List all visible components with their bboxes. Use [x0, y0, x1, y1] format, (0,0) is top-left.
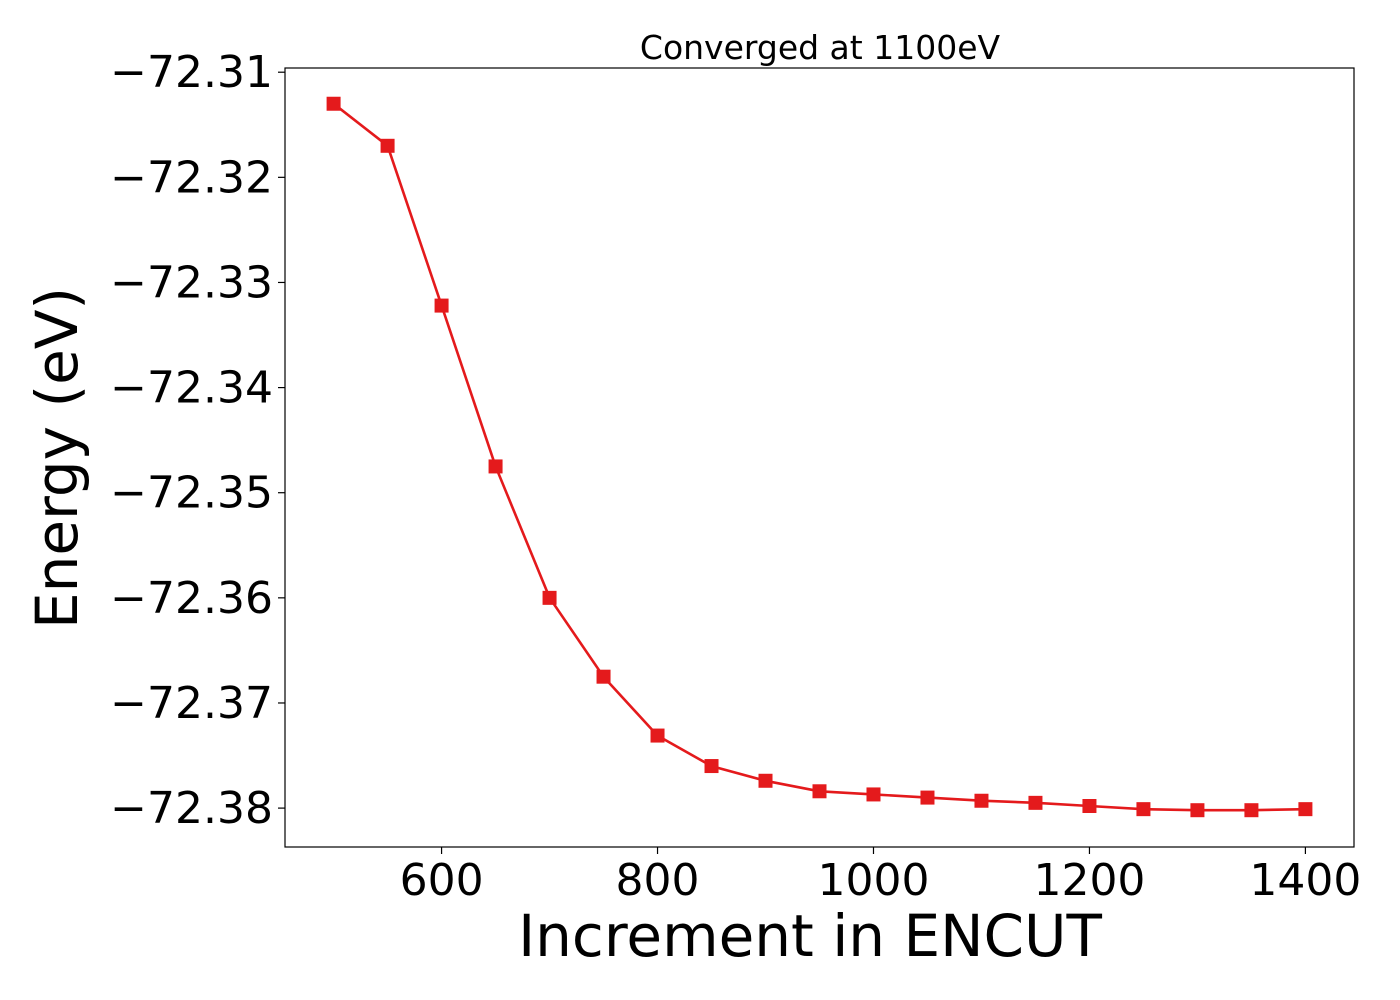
- data-point-marker: [812, 784, 827, 799]
- x-axis-ticks: 600 800 1000 1200 1400: [400, 847, 1361, 906]
- data-point-marker: [1244, 803, 1259, 818]
- y-tick-label: −72.38: [110, 783, 273, 834]
- data-point-marker: [704, 759, 719, 774]
- y-tick-label: −72.32: [110, 152, 273, 203]
- y-tick-label: −72.31: [110, 47, 273, 98]
- series-line: [332, 102, 1306, 812]
- plot-area-frame: [284, 67, 1355, 848]
- data-point-marker: [920, 790, 935, 805]
- x-tick-label: 800: [616, 855, 700, 906]
- data-point-marker: [1190, 803, 1205, 818]
- y-tick-label: −72.37: [110, 678, 273, 729]
- y-axis-ticks: −72.31 −72.32 −72.33 −72.34 −72.35 −72.36 −72.…: [110, 47, 285, 834]
- y-tick-label: −72.33: [110, 257, 273, 308]
- data-point-marker: [542, 590, 557, 605]
- data-point-marker: [326, 96, 341, 111]
- data-point-marker: [596, 669, 611, 684]
- x-tick-label: 1400: [1249, 855, 1361, 906]
- data-point-marker: [650, 728, 665, 743]
- data-point-marker: [434, 298, 449, 313]
- x-tick-label: 600: [400, 855, 484, 906]
- x-tick-label: 1200: [1033, 855, 1145, 906]
- data-point-marker: [1082, 799, 1097, 813]
- data-point-marker: [1298, 802, 1313, 817]
- y-tick-label: −72.35: [110, 468, 273, 519]
- y-tick-label: −72.36: [110, 573, 273, 624]
- data-point-marker: [974, 793, 989, 808]
- data-point-marker: [1028, 795, 1043, 810]
- series-layer: [326, 96, 1313, 818]
- data-point-marker: [380, 138, 395, 153]
- y-axis-title: Energy (eV): [23, 287, 91, 629]
- data-point-marker: [1136, 802, 1151, 817]
- data-point-marker: [866, 787, 881, 802]
- data-point-marker: [488, 459, 503, 474]
- data-point-marker: [758, 773, 773, 788]
- y-tick-label: −72.34: [110, 363, 273, 414]
- chart-title: Converged at 1100eV: [640, 28, 1001, 67]
- x-tick-label: 1000: [817, 855, 929, 906]
- x-axis-title: Increment in ENCUT: [518, 902, 1102, 970]
